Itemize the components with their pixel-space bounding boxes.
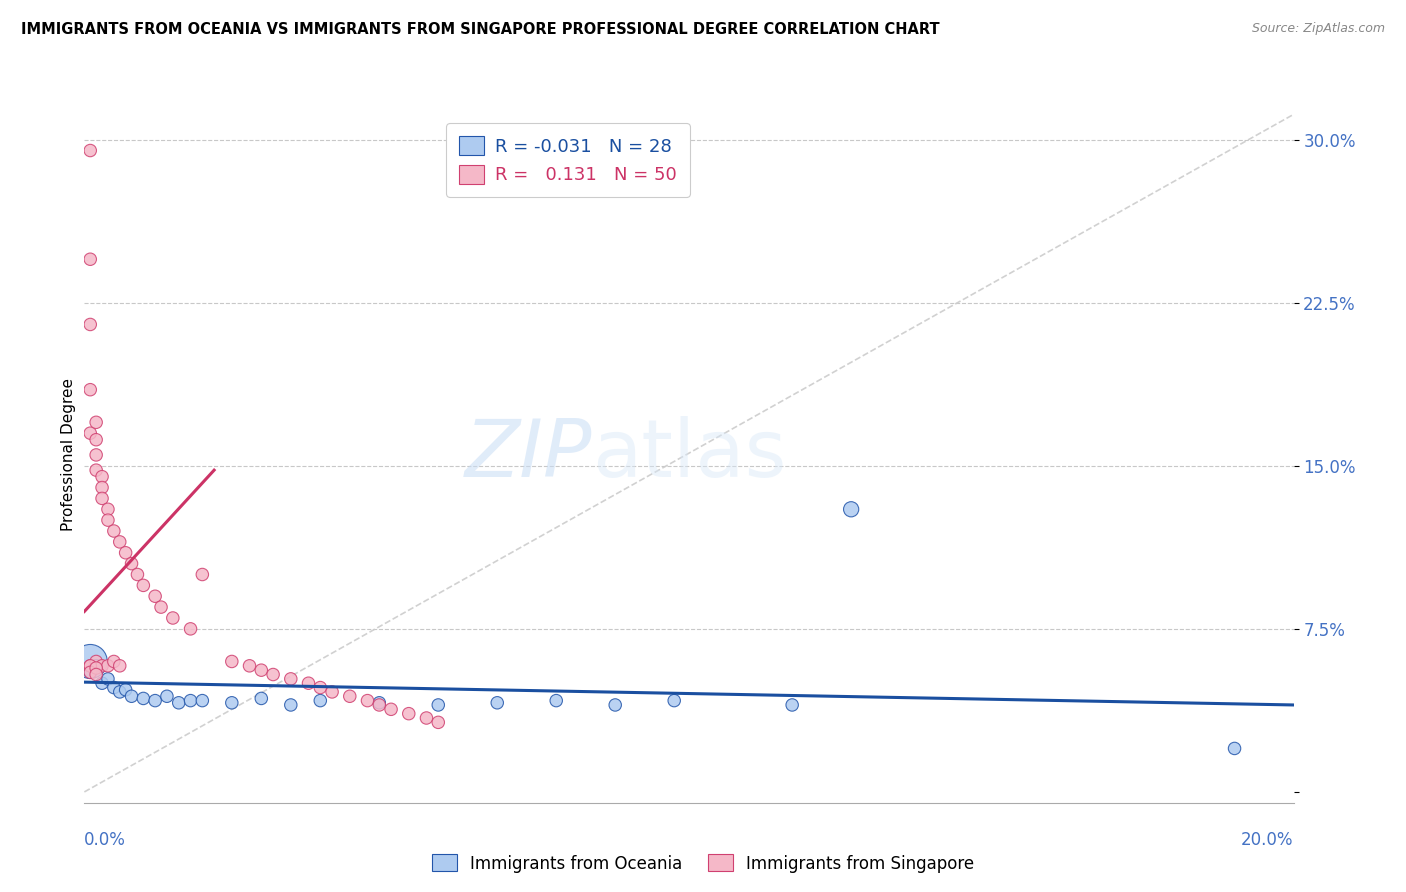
Point bbox=[97, 513, 120, 527]
Point bbox=[108, 658, 131, 673]
Text: 20.0%: 20.0% bbox=[1241, 831, 1294, 849]
Point bbox=[114, 682, 136, 697]
Point bbox=[321, 685, 343, 699]
Legend: R = -0.031   N = 28, R =   0.131   N = 50: R = -0.031 N = 28, R = 0.131 N = 50 bbox=[447, 123, 689, 197]
Point bbox=[339, 690, 361, 704]
Point bbox=[121, 557, 143, 571]
Point bbox=[280, 698, 302, 712]
Point bbox=[84, 658, 107, 673]
Point bbox=[91, 469, 114, 483]
Point bbox=[91, 481, 114, 495]
Point bbox=[250, 663, 273, 677]
Text: IMMIGRANTS FROM OCEANIA VS IMMIGRANTS FROM SINGAPORE PROFESSIONAL DEGREE CORRELA: IMMIGRANTS FROM OCEANIA VS IMMIGRANTS FR… bbox=[21, 22, 939, 37]
Point bbox=[108, 685, 131, 699]
Point bbox=[191, 693, 214, 707]
Y-axis label: Professional Degree: Professional Degree bbox=[60, 378, 76, 532]
Point bbox=[91, 491, 114, 506]
Point bbox=[546, 693, 568, 707]
Point bbox=[238, 658, 260, 673]
Point bbox=[427, 698, 450, 712]
Point bbox=[143, 693, 166, 707]
Point bbox=[84, 667, 107, 681]
Point bbox=[84, 415, 107, 429]
Point bbox=[84, 448, 107, 462]
Point bbox=[262, 667, 284, 681]
Point bbox=[297, 676, 319, 690]
Point bbox=[180, 693, 202, 707]
Text: atlas: atlas bbox=[592, 416, 786, 494]
Point bbox=[150, 600, 173, 615]
Point bbox=[121, 690, 143, 704]
Point bbox=[79, 665, 101, 680]
Point bbox=[415, 711, 437, 725]
Point bbox=[97, 502, 120, 516]
Point bbox=[79, 665, 101, 680]
Point bbox=[180, 622, 202, 636]
Point bbox=[780, 698, 803, 712]
Point bbox=[84, 661, 107, 675]
Point bbox=[79, 144, 101, 158]
Point bbox=[167, 696, 190, 710]
Point bbox=[221, 696, 243, 710]
Point bbox=[79, 252, 101, 267]
Point bbox=[97, 672, 120, 686]
Point bbox=[221, 655, 243, 669]
Point bbox=[368, 698, 391, 712]
Point bbox=[132, 691, 155, 706]
Point bbox=[156, 690, 179, 704]
Text: 0.0%: 0.0% bbox=[84, 831, 127, 849]
Point bbox=[103, 681, 125, 695]
Point bbox=[97, 658, 120, 673]
Text: ZIP: ZIP bbox=[465, 416, 592, 494]
Point bbox=[127, 567, 149, 582]
Point bbox=[91, 658, 114, 673]
Point bbox=[91, 676, 114, 690]
Text: Source: ZipAtlas.com: Source: ZipAtlas.com bbox=[1251, 22, 1385, 36]
Point bbox=[309, 681, 332, 695]
Point bbox=[132, 578, 155, 592]
Point bbox=[79, 658, 101, 673]
Point bbox=[427, 715, 450, 730]
Point bbox=[250, 691, 273, 706]
Point bbox=[380, 702, 402, 716]
Point bbox=[108, 534, 131, 549]
Legend: Immigrants from Oceania, Immigrants from Singapore: Immigrants from Oceania, Immigrants from… bbox=[425, 847, 981, 880]
Point bbox=[486, 696, 509, 710]
Point bbox=[605, 698, 627, 712]
Point bbox=[191, 567, 214, 582]
Point bbox=[280, 672, 302, 686]
Point bbox=[664, 693, 686, 707]
Point bbox=[79, 426, 101, 441]
Point bbox=[162, 611, 184, 625]
Point bbox=[309, 693, 332, 707]
Point bbox=[79, 383, 101, 397]
Point bbox=[356, 693, 378, 707]
Point bbox=[103, 655, 125, 669]
Point bbox=[79, 318, 101, 332]
Point bbox=[84, 655, 107, 669]
Point bbox=[1223, 741, 1246, 756]
Point bbox=[84, 463, 107, 477]
Point bbox=[368, 696, 391, 710]
Point bbox=[839, 502, 862, 516]
Point bbox=[103, 524, 125, 538]
Point bbox=[79, 658, 101, 673]
Point bbox=[398, 706, 420, 721]
Point bbox=[143, 589, 166, 603]
Point bbox=[79, 655, 101, 669]
Point bbox=[114, 546, 136, 560]
Point bbox=[84, 433, 107, 447]
